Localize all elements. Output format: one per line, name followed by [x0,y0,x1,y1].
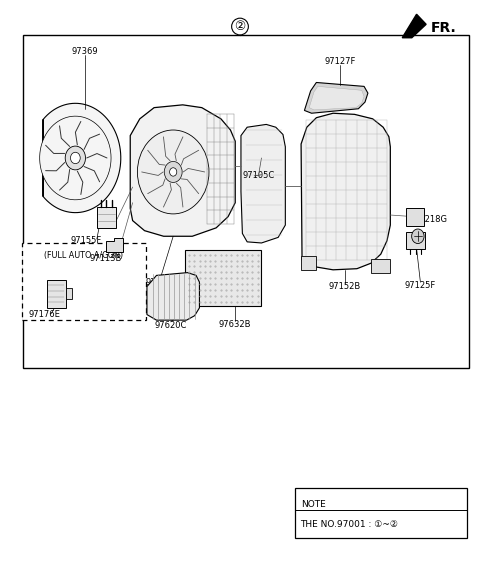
Text: 97105C: 97105C [243,171,275,180]
Polygon shape [40,116,111,200]
Circle shape [71,152,80,164]
Polygon shape [304,83,368,113]
Text: (FULL AUTO A/CON): (FULL AUTO A/CON) [44,251,123,260]
Circle shape [65,146,85,170]
Text: 97155F: 97155F [71,236,102,245]
Polygon shape [107,238,123,252]
Polygon shape [241,124,285,243]
Text: 97632B: 97632B [219,320,252,329]
Circle shape [137,130,209,214]
Bar [185,250,262,306]
Polygon shape [43,103,121,212]
Text: FR.: FR. [431,21,456,35]
Bar [295,488,467,538]
Polygon shape [147,273,199,320]
Text: 97127F: 97127F [324,57,356,66]
Circle shape [169,168,177,176]
Bar [66,288,72,300]
Text: 97218G: 97218G [414,215,447,224]
Text: 97125F: 97125F [405,281,436,290]
Bar [23,35,469,368]
Bar [406,209,424,226]
Polygon shape [309,87,364,110]
Circle shape [412,229,424,243]
Polygon shape [301,256,316,270]
Polygon shape [402,14,426,38]
Text: NOTE: NOTE [301,500,326,509]
Bar [47,280,66,308]
Text: 97369: 97369 [72,47,98,56]
Text: 97152B: 97152B [329,282,361,291]
Bar [406,232,425,248]
Text: 97176E: 97176E [28,310,60,319]
Text: 97113B: 97113B [89,254,121,263]
Text: ②: ② [234,20,246,33]
Text: 97620C: 97620C [155,321,187,330]
Bar [97,207,116,228]
Polygon shape [130,105,235,236]
Polygon shape [371,259,390,273]
Polygon shape [301,113,390,270]
FancyBboxPatch shape [22,243,146,320]
Circle shape [164,161,182,183]
Text: THE NO.97001 : ①~②: THE NO.97001 : ①~② [300,520,397,529]
Text: 97152A: 97152A [145,278,177,287]
